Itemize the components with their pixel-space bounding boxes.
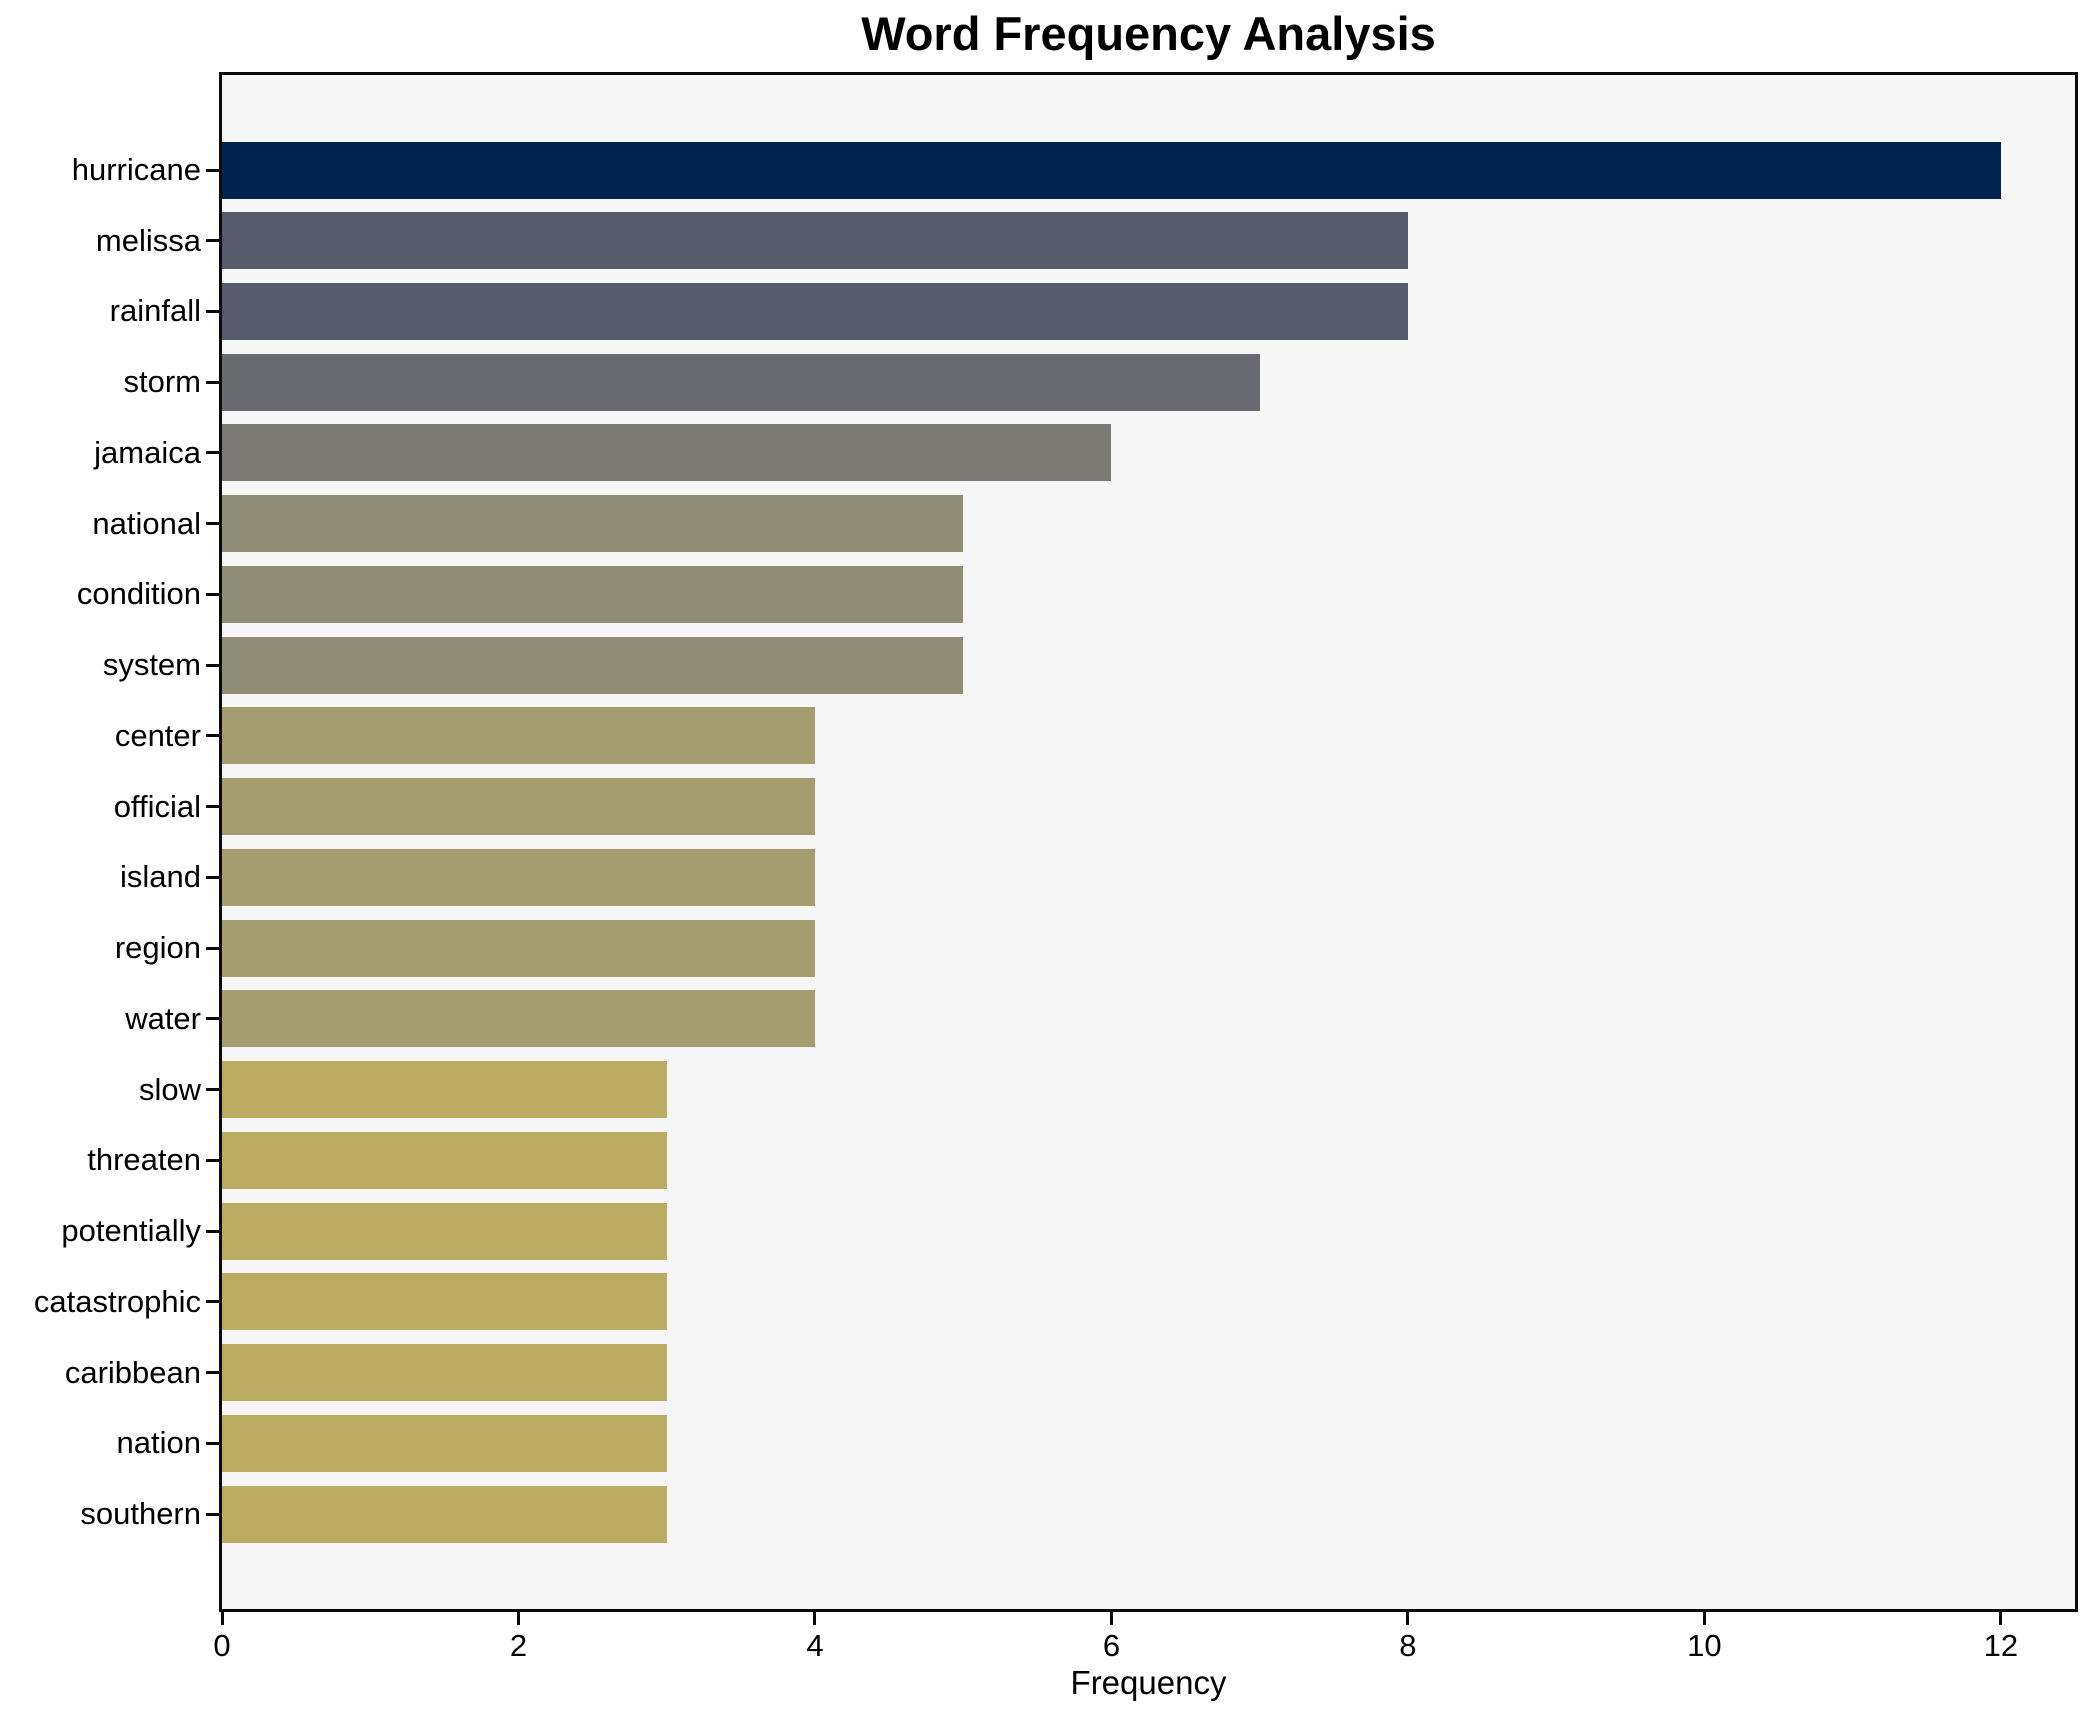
x-tick-label: 8 — [1399, 1628, 1417, 1663]
y-tick-mark — [206, 1229, 219, 1233]
x-tick-label: 0 — [213, 1628, 231, 1663]
bar — [222, 565, 964, 623]
x-tick-mark — [813, 1612, 817, 1625]
bar — [222, 1485, 667, 1543]
y-tick-mark — [206, 1300, 219, 1304]
bar — [222, 1273, 667, 1331]
x-tick-mark — [1702, 1612, 1706, 1625]
y-tick-label: caribbean — [64, 1354, 201, 1390]
bar — [222, 1202, 667, 1260]
y-tick-label: southern — [80, 1496, 201, 1532]
y-tick-label: condition — [76, 576, 201, 612]
bar — [222, 141, 2001, 199]
bar — [222, 353, 1260, 411]
y-tick-mark — [206, 946, 219, 950]
x-tick-label: 2 — [509, 1628, 528, 1663]
y-tick-label: rainfall — [109, 293, 201, 329]
bar — [222, 1414, 667, 1472]
y-tick-mark — [206, 875, 219, 879]
bar — [222, 990, 815, 1048]
bar — [222, 212, 1408, 270]
y-tick-label: island — [120, 859, 201, 895]
y-tick-label: slow — [138, 1071, 201, 1107]
x-tick-mark — [220, 1612, 224, 1625]
bar — [222, 1344, 667, 1402]
y-tick-label: nation — [116, 1425, 201, 1461]
chart-title: Word Frequency Analysis — [861, 7, 1436, 60]
y-tick-label: jamaica — [94, 434, 201, 470]
y-tick-mark — [206, 1158, 219, 1162]
y-tick-mark — [206, 168, 219, 172]
x-tick-label: 10 — [1687, 1628, 1722, 1663]
y-tick-mark — [206, 1371, 219, 1375]
x-tick-label: 4 — [806, 1628, 824, 1663]
bar — [222, 495, 964, 553]
bar — [222, 282, 1408, 340]
y-tick-mark — [206, 663, 219, 667]
y-tick-label: storm — [123, 364, 202, 400]
y-tick-label: official — [113, 788, 201, 824]
bar — [222, 707, 815, 765]
x-tick-mark — [1406, 1612, 1410, 1625]
bar — [222, 1131, 667, 1189]
y-tick-label: center — [114, 717, 201, 753]
y-tick-label: national — [92, 505, 201, 541]
x-tick-mark — [1109, 1612, 1113, 1625]
y-tick-label: melissa — [95, 222, 201, 258]
y-tick-mark — [206, 451, 219, 455]
y-tick-label: system — [102, 647, 201, 683]
bar — [222, 848, 815, 906]
plot-inner — [222, 75, 2075, 1609]
y-tick-mark — [206, 1512, 219, 1516]
y-tick-label: region — [114, 930, 201, 966]
x-tick-label: 12 — [1983, 1628, 2019, 1663]
y-tick-mark — [206, 380, 219, 384]
y-tick-mark — [206, 309, 219, 313]
y-tick-mark — [206, 522, 219, 526]
y-tick-mark — [206, 1441, 219, 1445]
y-tick-label: catastrophic — [33, 1283, 201, 1319]
y-tick-label: threaten — [87, 1142, 201, 1178]
y-tick-mark — [206, 1088, 219, 1092]
plot-area — [219, 72, 2078, 1612]
x-axis-title: Frequency — [1070, 1664, 1227, 1701]
y-tick-label: hurricane — [71, 152, 201, 187]
x-tick-label: 6 — [1102, 1628, 1121, 1663]
y-tick-mark — [206, 734, 219, 738]
x-tick-mark — [1999, 1612, 2003, 1625]
y-tick-label: potentially — [61, 1213, 201, 1249]
bar — [222, 778, 815, 836]
y-tick-mark — [206, 239, 219, 243]
bar — [222, 1061, 667, 1119]
y-tick-mark — [206, 805, 219, 809]
y-tick-mark — [206, 592, 219, 596]
y-tick-mark — [206, 1017, 219, 1021]
bar — [222, 919, 815, 977]
bar — [222, 424, 1112, 482]
y-tick-label: water — [125, 1000, 201, 1036]
x-tick-mark — [516, 1612, 520, 1625]
bar — [222, 636, 964, 694]
